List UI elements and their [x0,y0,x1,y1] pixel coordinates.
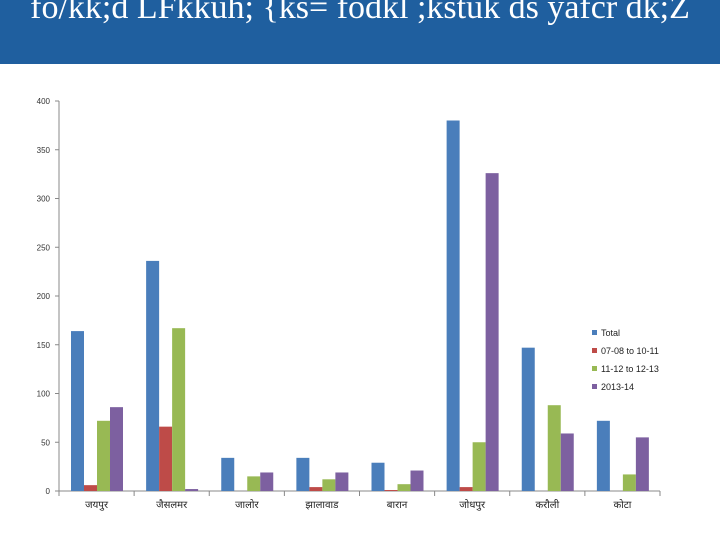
bar-chart: 0 50 100 150 200 250 300 350 400 जयपुर जैसलमर जालोर… [37,97,661,511]
bar-11-12-to-12-13-3 [322,479,336,491]
bar-07-08-to-10-11-1 [159,426,173,491]
bar-total-7 [596,420,610,491]
x-category-label: जयपुर [85,500,109,511]
legend-label: 2013-14 [601,382,635,392]
legend-swatch [592,366,597,371]
legend-label: 11-12 to 12-13 [601,364,659,374]
bar-11-12-to-12-13-6 [547,405,561,491]
bar-07-08-to-10-11-4 [384,490,398,491]
bar-07-08-to-10-11-0 [84,485,97,491]
bar-11-12-to-12-13-4 [397,484,411,491]
bar-11-12-to-12-13-2 [247,476,261,491]
y-tick-label: 0 [46,487,51,496]
slide-title: fo/kk;d LFkkuh; {ks= fodkl ;kstuk ds yaf… [30,0,690,26]
bar-2013-14-4 [410,470,424,491]
bar-2013-14-2 [260,472,274,491]
bar-total-5 [446,120,460,491]
x-category-label: करौली [535,499,559,511]
bar-total-3 [296,457,310,491]
bar-2013-14-0 [110,407,123,491]
x-category-label: जैसलमर [156,499,188,511]
bar-total-6 [521,347,535,491]
bar-total-0 [71,331,84,491]
x-category-label: कोटा [613,499,631,511]
legend-label: Total [601,328,621,338]
bar-07-08-to-10-11-3 [309,487,323,491]
legend-swatch [592,330,597,335]
bar-total-4 [371,462,385,491]
y-tick-label: 350 [37,146,51,155]
title-band: fo/kk;d LFkkuh; {ks= fodkl ;kstuk ds yaf… [0,0,720,64]
y-tick-label: 300 [37,195,51,204]
y-tick-label: 100 [37,390,51,399]
y-tick-label: 200 [37,292,51,301]
x-category-label: जालोर [235,499,259,511]
bar-2013-14-7 [635,437,649,491]
bar-07-08-to-10-11-5 [459,487,473,491]
bar-2013-14-5 [485,173,499,491]
bar-11-12-to-12-13-1 [172,328,186,491]
x-category-label: झालावाड [305,500,339,511]
y-tick-label: 150 [37,341,51,350]
bar-11-12-to-12-13-5 [472,442,486,491]
bar-2013-14-1 [185,489,199,491]
legend-swatch [592,348,597,353]
y-tick-label: 50 [41,438,50,447]
x-category-label: बारान [387,500,408,511]
bar-2013-14-6 [560,433,574,491]
y-tick-label: 400 [37,97,51,106]
chart-area: 0 50 100 150 200 250 300 350 400 जयपुर जैसलमर जालोर… [0,64,720,540]
bar-total-2 [221,457,235,491]
bar-total-1 [146,260,160,491]
legend-swatch [592,384,597,389]
y-tick-label: 250 [37,243,51,252]
bar-11-12-to-12-13-0 [97,420,110,491]
legend-label: 07-08 to 10-11 [601,346,659,356]
x-category-label: जोधपुर [459,499,486,511]
bar-2013-14-3 [335,472,349,491]
bar-11-12-to-12-13-7 [622,474,636,491]
